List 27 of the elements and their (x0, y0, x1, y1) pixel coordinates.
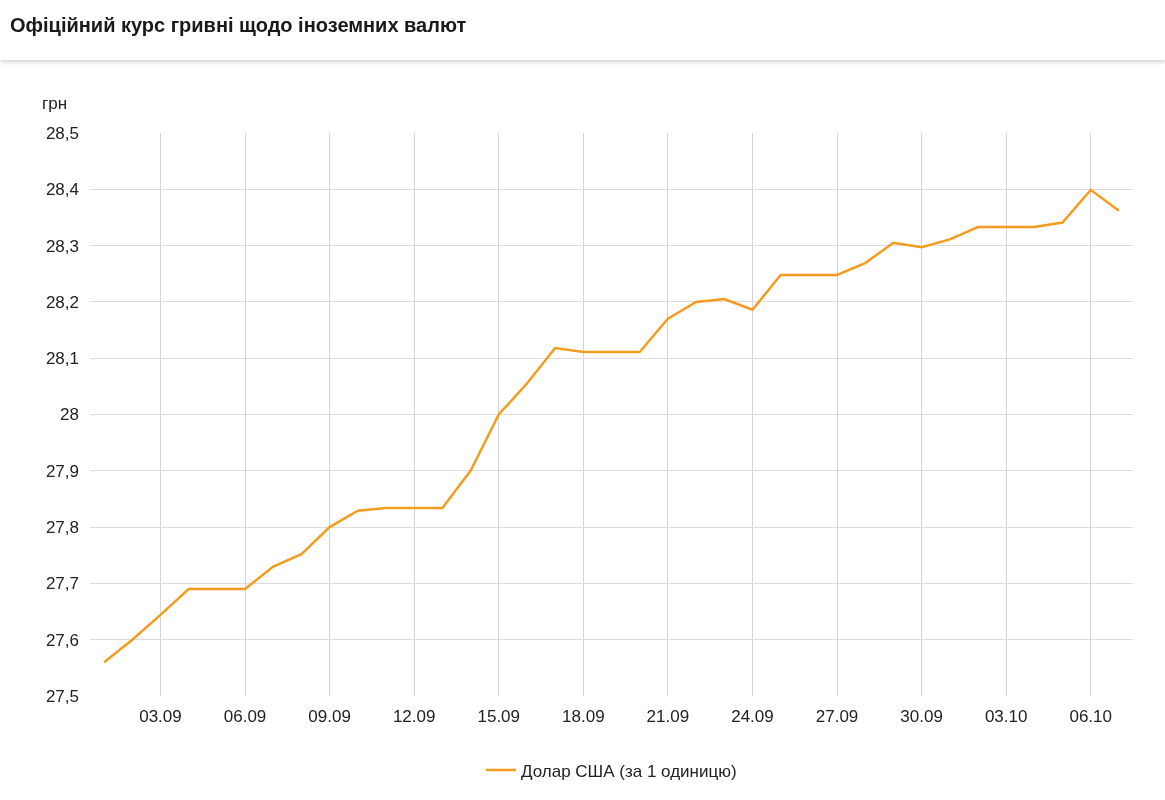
x-tick-label: 27.09 (815, 707, 859, 726)
x-tick-label: 24.09 (731, 707, 774, 726)
x-tick-label: 06.10 (1069, 707, 1112, 726)
legend-label: Долар США (за 1 одиницю) (521, 761, 737, 781)
x-tick-label: 18.09 (562, 707, 605, 726)
y-tick-label: 28,5 (45, 123, 79, 143)
y-tick-label: 28,2 (45, 292, 79, 312)
x-tick-label: 21.09 (646, 707, 690, 726)
y-tick-label: 28,4 (45, 180, 79, 200)
y-tick-label: 28,1 (45, 349, 79, 369)
chart-title: Офіційний курс гривні щодо іноземних валют (10, 14, 467, 37)
y-axis-title: грн (42, 94, 68, 113)
y-tick-label: 27,6 (45, 630, 79, 650)
line-series (102, 188, 1121, 664)
y-tick-label: 27,7 (45, 574, 79, 594)
x-tick-label: 03.09 (139, 707, 182, 726)
y-tick-label: 27,5 (45, 686, 79, 706)
y-tick-label: 28 (60, 405, 79, 425)
x-tick-label: 09.09 (308, 707, 351, 726)
x-tick-label: 15.09 (477, 707, 521, 726)
y-tick-label: 27,9 (45, 461, 79, 481)
y-tick-label: 28,3 (45, 236, 79, 256)
x-tick-label: 30.09 (900, 707, 943, 726)
x-tick-label: 06.09 (223, 707, 267, 726)
x-tick-label: 12.09 (392, 707, 436, 726)
y-tick-label: 27,8 (45, 518, 79, 538)
x-tick-label: 03.10 (984, 707, 1028, 726)
